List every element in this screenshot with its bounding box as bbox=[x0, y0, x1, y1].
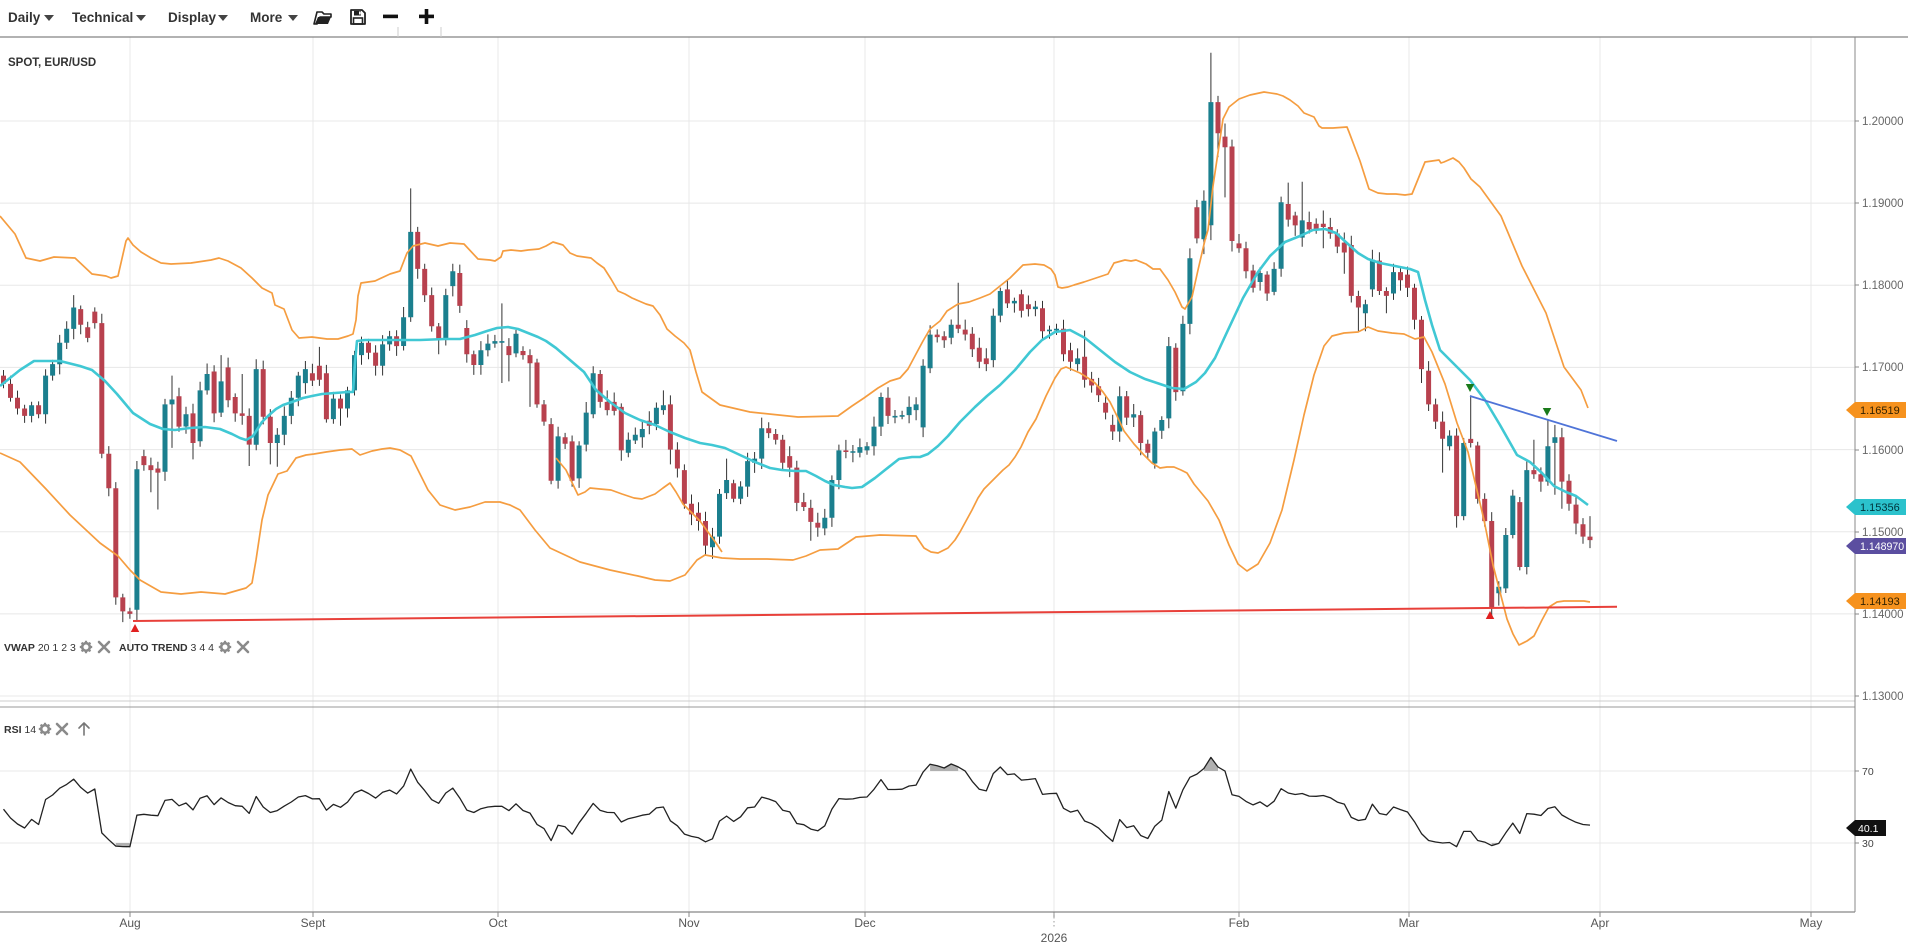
svg-text:Feb: Feb bbox=[1229, 916, 1250, 930]
svg-text:1.18000: 1.18000 bbox=[1862, 280, 1904, 292]
svg-text:1.15356: 1.15356 bbox=[1860, 502, 1900, 514]
svg-text:Aug: Aug bbox=[119, 916, 140, 930]
svg-text:Dec: Dec bbox=[854, 916, 875, 930]
svg-text:2026: 2026 bbox=[1041, 931, 1068, 945]
svg-text:VWAP 20 1 2 3: VWAP 20 1 2 3 bbox=[4, 642, 76, 654]
svg-text:Mar: Mar bbox=[1399, 916, 1420, 930]
svg-text:1.14193: 1.14193 bbox=[1860, 596, 1900, 608]
svg-text:RSI 14: RSI 14 bbox=[4, 724, 36, 736]
svg-text:1.17000: 1.17000 bbox=[1862, 362, 1904, 374]
svg-text:More: More bbox=[250, 10, 283, 25]
svg-text:SPOT, EUR/USD: SPOT, EUR/USD bbox=[8, 57, 96, 69]
svg-text:1.14000: 1.14000 bbox=[1862, 609, 1904, 621]
svg-text:40.1: 40.1 bbox=[1858, 823, 1879, 835]
svg-text:Nov: Nov bbox=[678, 916, 699, 930]
svg-text:Apr: Apr bbox=[1591, 916, 1610, 930]
svg-text:May: May bbox=[1800, 916, 1823, 930]
svg-text:1.16000: 1.16000 bbox=[1862, 445, 1904, 457]
svg-text:Oct: Oct bbox=[489, 916, 508, 930]
svg-text:Technical: Technical bbox=[72, 10, 133, 25]
svg-text:70: 70 bbox=[1862, 766, 1874, 778]
svg-text:Display: Display bbox=[168, 10, 217, 25]
svg-text:Daily: Daily bbox=[8, 10, 41, 25]
svg-text:1.20000: 1.20000 bbox=[1862, 116, 1904, 128]
svg-text:1.148970: 1.148970 bbox=[1860, 541, 1904, 553]
svg-text:Sept: Sept bbox=[301, 916, 326, 930]
svg-text:1.19000: 1.19000 bbox=[1862, 198, 1904, 210]
svg-text:1.16519: 1.16519 bbox=[1860, 405, 1900, 417]
svg-text:1.13000: 1.13000 bbox=[1862, 691, 1904, 703]
svg-text:AUTO TREND 3 4 4: AUTO TREND 3 4 4 bbox=[119, 642, 214, 654]
svg-text:30: 30 bbox=[1862, 838, 1874, 850]
svg-text:1.15000: 1.15000 bbox=[1862, 527, 1904, 539]
